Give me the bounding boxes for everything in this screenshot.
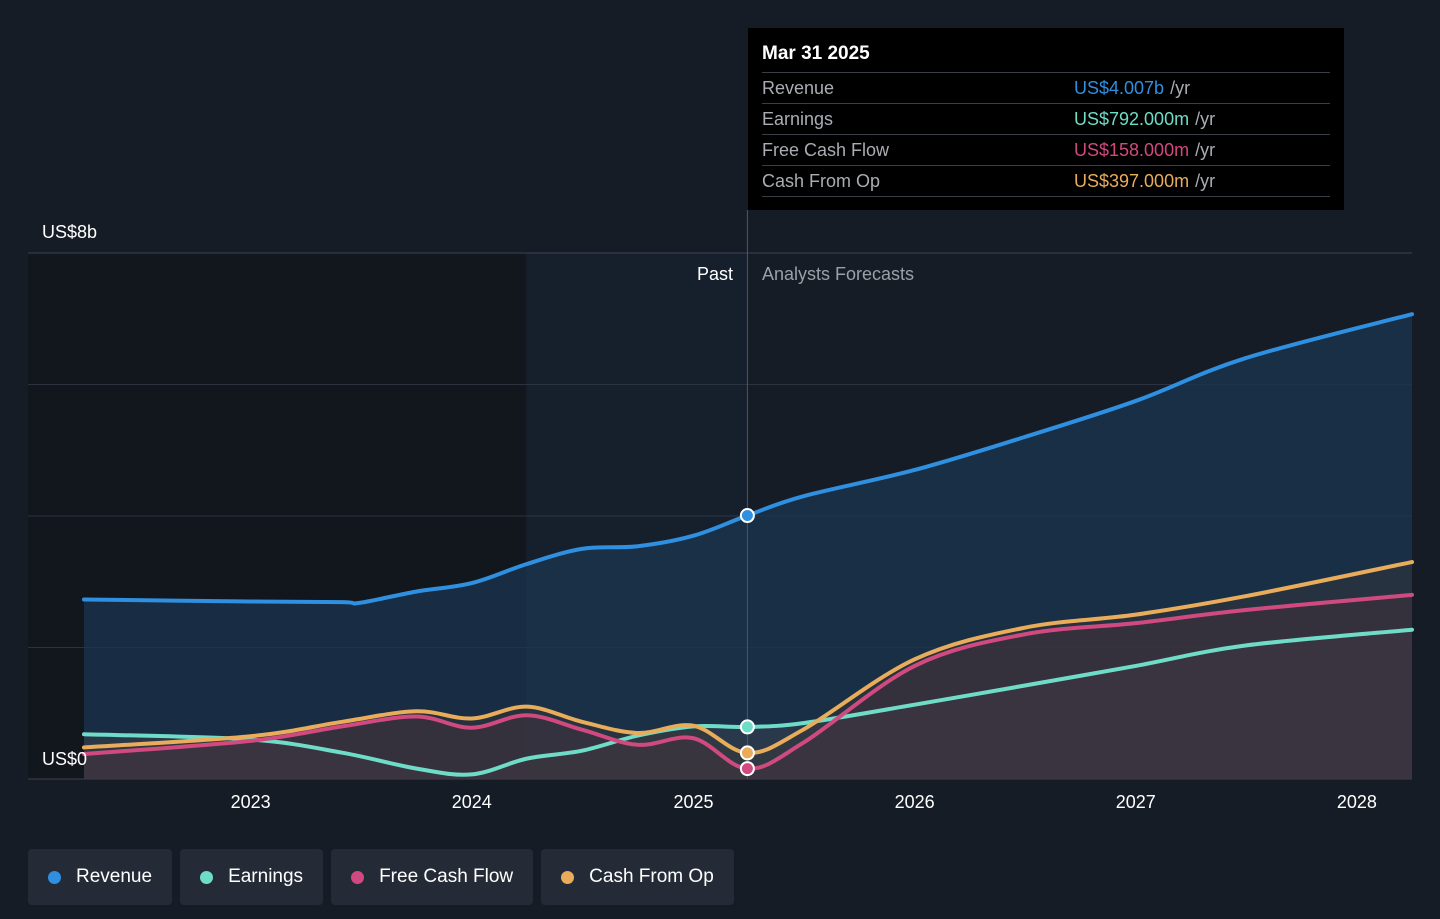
tooltip-label: Cash From Op xyxy=(762,170,881,191)
x-tick-label: 2028 xyxy=(1337,792,1377,812)
legend-label: Cash From Op xyxy=(589,866,714,887)
tooltip-unit: /yr xyxy=(1170,77,1191,98)
tooltip-row-earnings: Earnings US$792.000m /yr xyxy=(762,103,1330,134)
series-area-revenue xyxy=(84,314,1412,779)
series-area-cash-from-op xyxy=(84,562,1412,779)
marker-cash-from-op xyxy=(739,745,755,761)
forecast-label: Analysts Forecasts xyxy=(762,264,914,284)
x-tick-label: 2025 xyxy=(673,792,713,812)
legend-item-free-cash-flow[interactable]: Free Cash Flow xyxy=(331,849,534,905)
series-line-free-cash-flow xyxy=(82,592,1414,771)
tooltip-value: US$792.000m xyxy=(1074,108,1190,129)
x-axis: 2023 2024 2025 2026 2027 2028 xyxy=(231,792,1377,812)
tooltip-value: US$4.007b xyxy=(1074,77,1165,98)
legend-dot-icon xyxy=(561,870,575,884)
legend-label: Earnings xyxy=(228,866,304,887)
series-line-revenue xyxy=(82,312,1414,606)
tooltip-date: Mar 31 2025 xyxy=(762,43,870,64)
x-tick-label: 2023 xyxy=(231,792,271,812)
y-min-label: US$0 xyxy=(42,749,87,769)
x-tick-label: 2024 xyxy=(452,792,492,812)
legend-dot-icon xyxy=(48,870,61,884)
tooltip-label: Free Cash Flow xyxy=(762,139,890,160)
tooltip-value: US$158.000m xyxy=(1074,139,1190,160)
tooltip-row-revenue: Revenue US$4.007b /yr xyxy=(762,72,1330,103)
legend-item-cash-from-op[interactable]: Cash From Op xyxy=(541,849,734,905)
hover-tooltip: Mar 31 2025 Revenue US$4.007b /yr Earnin… xyxy=(748,28,1344,210)
y-max-label: US$8b xyxy=(42,222,97,242)
legend-label: Free Cash Flow xyxy=(379,866,514,887)
tooltip-label: Revenue xyxy=(762,77,835,98)
series-lines xyxy=(82,312,1414,777)
series-line-cash-from-op xyxy=(82,560,1414,755)
hover-markers xyxy=(739,508,755,777)
legend-label: Revenue xyxy=(76,866,153,887)
legend-dot-icon xyxy=(200,870,214,884)
marker-earnings xyxy=(739,719,755,735)
x-tick-label: 2027 xyxy=(1116,792,1156,812)
tooltip-unit: /yr xyxy=(1195,108,1216,129)
tooltip-row-free-cash-flow: Free Cash Flow US$158.000m /yr xyxy=(762,134,1330,165)
tooltip-label: Earnings xyxy=(762,108,834,129)
series-areas xyxy=(84,314,1412,779)
series-area-earnings xyxy=(84,629,1412,779)
legend-item-revenue[interactable]: Revenue xyxy=(28,849,173,905)
tooltip-unit: /yr xyxy=(1195,139,1216,160)
tooltip-unit: /yr xyxy=(1195,170,1216,191)
tooltip-value: US$397.000m xyxy=(1074,170,1190,191)
series-area-free-cash-flow xyxy=(84,594,1412,779)
x-tick-label: 2026 xyxy=(895,792,935,812)
tooltip-row-cash-from-op: Cash From Op US$397.000m /yr xyxy=(762,165,1330,197)
marker-revenue xyxy=(739,508,755,524)
chart-legend: Revenue Earnings Free Cash Flow Cash Fro… xyxy=(28,849,734,905)
legend-item-earnings[interactable]: Earnings xyxy=(180,849,324,905)
past-label: Past xyxy=(697,264,733,284)
legend-dot-icon xyxy=(351,870,365,884)
marker-free-cash-flow xyxy=(739,761,755,777)
